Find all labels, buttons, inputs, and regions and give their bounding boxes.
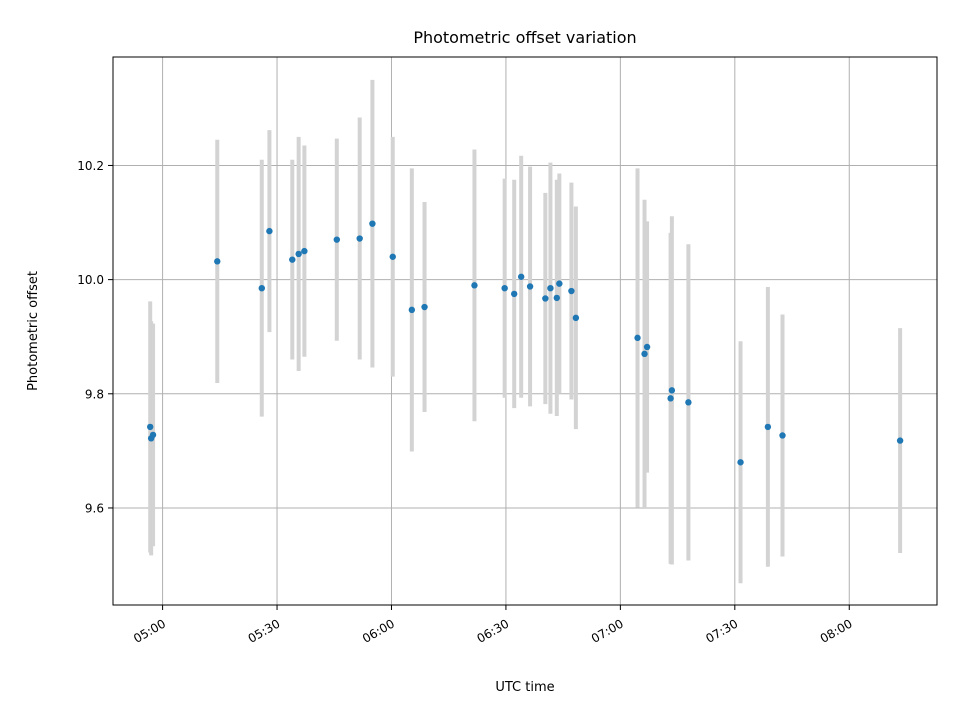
data-point <box>641 350 648 358</box>
data-point <box>547 284 554 292</box>
data-point <box>685 399 692 406</box>
chart-title: Photometric offset variation <box>413 28 636 47</box>
data-point <box>556 280 563 287</box>
data-point <box>526 283 534 290</box>
data-point <box>737 459 744 466</box>
y-tick-label: 10.0 <box>77 273 104 287</box>
data-point <box>667 395 674 402</box>
plot-frame <box>112 56 938 606</box>
data-point <box>896 437 904 444</box>
data-point <box>517 273 525 280</box>
x-axis-label: UTC time <box>495 680 554 695</box>
y-axis-ticks: 9.6 9.8 10.0 10.2 <box>77 159 113 515</box>
data-point <box>295 250 302 258</box>
data-points <box>146 220 904 466</box>
y-axis-label: Photometric offset <box>26 271 41 391</box>
data-point <box>369 220 376 227</box>
data-point <box>356 235 363 242</box>
data-point <box>553 294 560 302</box>
data-point <box>542 295 549 302</box>
data-point <box>266 227 273 235</box>
y-tick-label: 10.2 <box>77 159 104 173</box>
data-point <box>408 306 416 314</box>
data-point <box>668 387 676 394</box>
data-point <box>421 303 428 311</box>
data-point <box>289 256 296 263</box>
data-point <box>764 423 772 431</box>
data-point <box>333 236 341 243</box>
data-point <box>779 432 786 439</box>
data-point <box>501 284 508 292</box>
data-point <box>634 334 641 342</box>
data-point <box>510 290 518 298</box>
data-point <box>471 282 478 289</box>
data-point <box>572 314 580 322</box>
data-point <box>214 258 221 265</box>
data-point <box>258 284 265 292</box>
data-point <box>389 253 396 260</box>
data-point <box>301 247 308 255</box>
data-point <box>643 343 651 351</box>
data-point <box>146 423 154 431</box>
data-point <box>149 431 157 439</box>
y-tick-label: 9.8 <box>85 387 104 401</box>
y-tick-label: 9.6 <box>85 501 104 515</box>
data-point <box>568 287 575 295</box>
